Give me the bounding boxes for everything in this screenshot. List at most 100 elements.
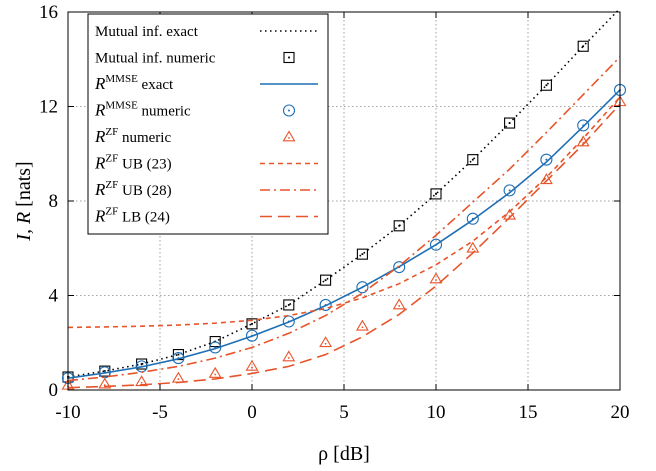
data-point-dot	[324, 303, 327, 306]
data-point-square	[320, 274, 332, 286]
data-point-square	[540, 79, 552, 91]
data-point-circle	[429, 238, 443, 251]
x-tick-label: 10	[427, 402, 446, 423]
x-tick-label: 15	[519, 402, 538, 423]
legend-label: RZF numeric	[94, 126, 171, 146]
data-point-triangle	[355, 319, 369, 331]
data-point-dot	[177, 378, 180, 381]
series-mi_exact	[67, 7, 621, 378]
data-point-square	[467, 154, 479, 166]
legend-label-sup: ZF	[105, 179, 118, 191]
data-point-triangle	[208, 366, 222, 378]
data-point-dot	[398, 305, 401, 307]
data-point-dot	[361, 253, 364, 256]
data-point-dot	[398, 224, 401, 227]
y-tick-label: 8	[49, 191, 59, 212]
legend-label-main: R	[94, 74, 106, 93]
legend-box	[87, 13, 329, 235]
data-point-circle	[172, 352, 185, 365]
series-zf_lb24	[67, 103, 621, 389]
data-point-circle	[282, 104, 296, 117]
y-tick-label: 16	[39, 2, 58, 23]
data-point-square	[577, 40, 589, 52]
data-point-triangle	[319, 336, 333, 348]
data-point-dot	[508, 122, 511, 124]
data-point-square	[430, 188, 442, 200]
x-tick-label: 5	[339, 402, 349, 423]
data-point-circle	[393, 261, 406, 274]
data-point-dot	[545, 84, 548, 87]
data-point-dot	[140, 363, 143, 365]
legend-label-main: R	[94, 101, 106, 120]
data-point-dot	[435, 243, 437, 246]
series-line-mmse_exact	[67, 89, 621, 379]
legend-label-main: Mutual inf. numeric	[95, 51, 216, 67]
legend-item-zf_lb24: RZF LB (24)	[94, 206, 318, 226]
data-point-triangle	[539, 173, 553, 185]
data-point-dot	[287, 304, 290, 306]
data-point-triangle	[282, 350, 296, 362]
data-point-triangle	[171, 371, 185, 383]
y-tick-label: 12	[39, 97, 58, 118]
data-point-dot	[214, 373, 217, 376]
legend-label-sup: ZF	[105, 153, 118, 165]
data-point-dot	[177, 357, 180, 360]
legend-label-sup: ZF	[105, 126, 118, 138]
data-point-dot	[288, 109, 290, 112]
y-tick-label: 4	[49, 286, 59, 307]
legend-label-main: R	[94, 180, 106, 199]
x-axis-label: ρ [dB]	[318, 443, 370, 465]
series-line-zf_ub23	[67, 96, 621, 329]
data-point-dot	[324, 279, 327, 282]
legend-label-sup: ZF	[105, 206, 118, 218]
legend-label: RZF UB (23)	[94, 153, 172, 173]
x-tick-label: -10	[55, 402, 80, 423]
legend-label-rest: UB (28)	[118, 183, 171, 199]
series-line-zf_ub28	[67, 56, 621, 382]
legend-label-rest: exact	[138, 77, 174, 93]
data-point-square	[283, 299, 295, 311]
data-point-dot	[251, 366, 253, 369]
data-point-dot	[140, 381, 143, 384]
y-axis-label-unit: [nats]	[13, 161, 35, 212]
legend-item-zf_ub23: RZF UB (23)	[94, 153, 318, 173]
legend-label: RZF LB (24)	[94, 206, 170, 226]
series-mmse_exact	[67, 89, 621, 379]
data-point-square	[504, 117, 516, 129]
data-point-dot	[471, 158, 474, 161]
data-point-dot	[251, 334, 253, 337]
data-point-circle	[466, 212, 479, 225]
data-point-dot	[361, 326, 364, 329]
axes: -10 -5 0 5 10 15 20 0 4 8 12 16 ρ [dB] I, R [nats]	[13, 2, 630, 465]
x-tick-label: 20	[611, 402, 630, 423]
legend-label-sup: MMSE	[105, 100, 138, 112]
data-point-dot	[582, 45, 585, 48]
legend-item-zf_ub28: RZF UB (28)	[94, 179, 318, 199]
data-point-dot	[103, 371, 106, 374]
legend-label: Mutual inf. exact	[95, 24, 199, 40]
data-point-circle	[319, 298, 332, 312]
data-point-triangle	[98, 377, 112, 389]
data-point-dot	[471, 248, 474, 251]
data-point-triangle	[429, 272, 443, 284]
data-point-square	[246, 318, 258, 330]
data-point-square	[393, 220, 405, 232]
data-point-dot	[508, 189, 511, 192]
data-point-dot	[435, 193, 437, 195]
data-point-dot	[251, 322, 253, 325]
y-axis-label-main: I, R	[13, 212, 35, 242]
data-point-dot	[471, 217, 474, 220]
legend-label: RMMSE numeric	[94, 100, 191, 120]
data-point-dot	[288, 56, 290, 59]
x-tick-label: 0	[247, 402, 257, 423]
data-point-circle	[577, 119, 590, 132]
data-point-triangle	[245, 359, 259, 371]
x-tick-label: -5	[152, 402, 168, 423]
data-point-square	[356, 248, 368, 260]
legend-label-sup: MMSE	[105, 73, 138, 85]
data-point-triangle	[282, 130, 296, 142]
data-point-circle	[209, 341, 222, 354]
data-point-dot	[288, 137, 290, 139]
y-tick-label: 0	[49, 380, 59, 401]
